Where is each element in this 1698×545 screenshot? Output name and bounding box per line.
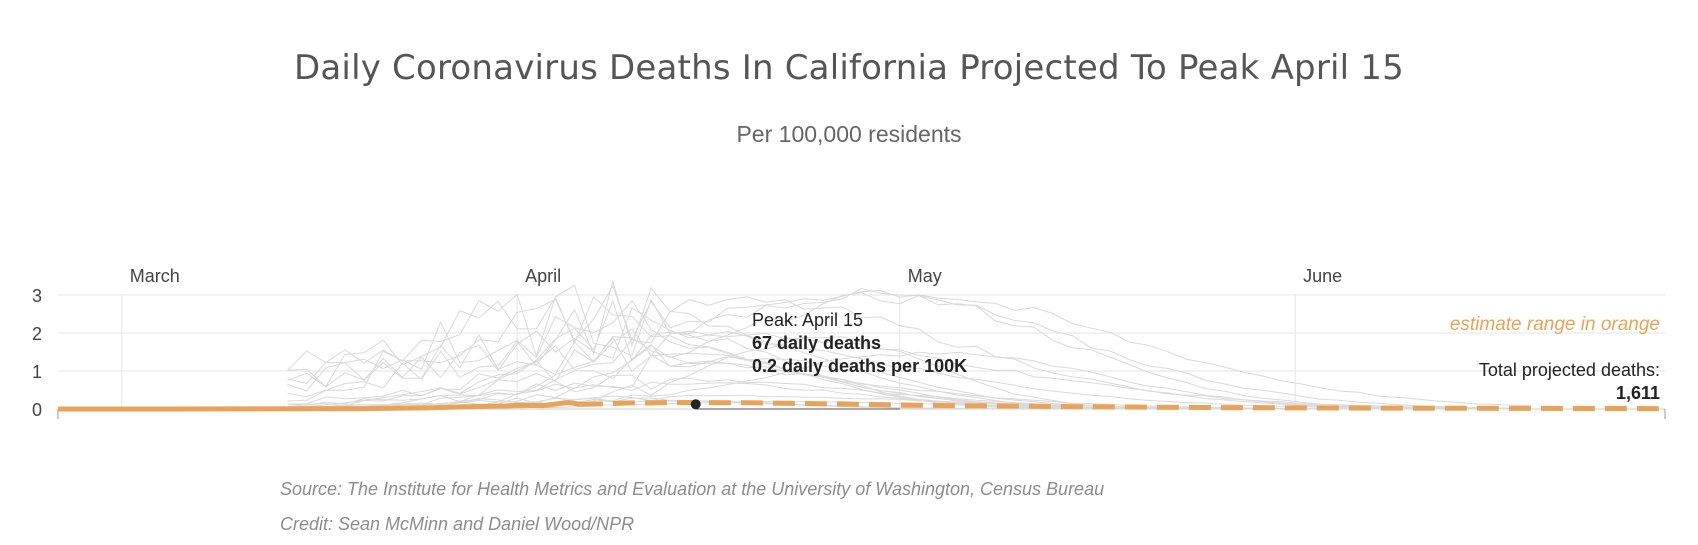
source-note: Source: The Institute for Health Metrics… [280,479,1105,499]
actual-line [58,400,582,412]
context-line [287,287,1532,409]
context-line [287,279,1532,410]
peak-dot [690,399,701,410]
chart-title: Daily Coronavirus Deaths In California P… [294,48,1404,88]
chart-subtitle: Per 100,000 residents [736,121,962,147]
credit-note: Credit: Sean McMinn and Daniel Wood/NPR [280,514,635,534]
y-tick-label: 3 [32,286,42,306]
y-tick-label: 0 [32,400,42,420]
context-line [287,289,1532,407]
peak-annotation: Peak: April 15 67 daily deaths 0.2 daily d… [690,310,1660,410]
peak-date-label: Peak: April 15 [752,310,863,330]
axis-labels: 0 1 2 3 March April May June [32,266,1342,420]
context-lines [287,279,1532,410]
month-label: June [1303,266,1342,286]
y-tick-label: 2 [32,324,42,344]
context-line [287,307,1532,409]
legend-note: estimate range in orange [1450,314,1660,335]
peak-rate-label: 0.2 daily deaths per 100K [752,356,967,376]
peak-deaths-label: 67 daily deaths [752,333,881,353]
line-chart: 0 1 2 3 March April May June Peak: April 15 67 d… [32,266,1666,420]
month-label: May [908,266,942,286]
month-label: March [130,266,180,286]
month-label: April [525,266,561,286]
total-value: 1,611 [1616,383,1660,403]
y-tick-label: 1 [32,362,42,382]
total-label: Total projected deaths: [1479,360,1660,380]
